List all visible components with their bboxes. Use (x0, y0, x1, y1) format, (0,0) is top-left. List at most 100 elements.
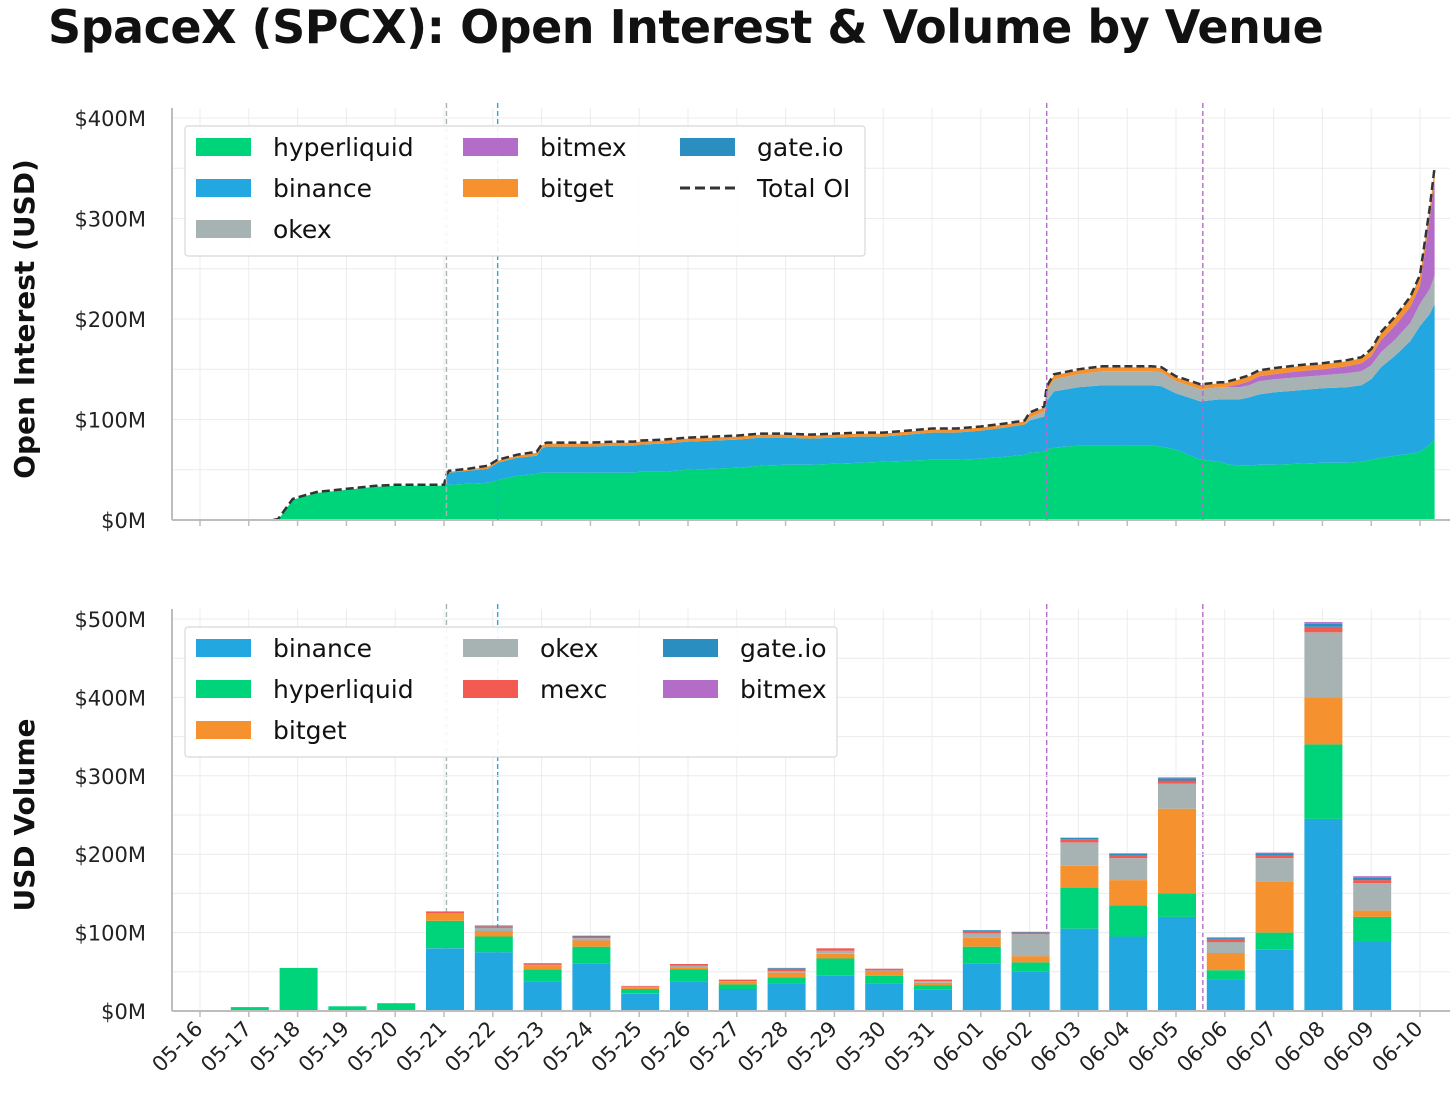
legend-swatch-binance (196, 639, 251, 657)
bar-hyperliquid-06-06 (1206, 970, 1245, 980)
bar-hyperliquid-05-23 (523, 969, 562, 982)
bar-bitget-05-21 (426, 913, 464, 921)
bar-bitget-05-26 (670, 967, 708, 970)
bar-hyperliquid-05-26 (670, 969, 708, 982)
bar-mexc-05-24 (572, 936, 611, 939)
bar-okex-05-24 (572, 938, 611, 941)
legend-swatch-gateio (680, 138, 735, 156)
bar-okex-05-26 (670, 965, 708, 968)
legend-swatch-hyperliquid (196, 680, 251, 698)
bar-bitget-05-31 (914, 982, 952, 986)
x-tick-label: 06-02 (977, 1017, 1037, 1077)
bar-mexc-05-29 (816, 948, 855, 951)
x-tick-label: 05-27 (684, 1017, 744, 1077)
bar-bitget-05-28 (767, 972, 806, 978)
bar-okex-05-28 (767, 971, 806, 973)
bar-okex-06-01 (962, 933, 1001, 938)
bar-hyperliquid-06-03 (1060, 887, 1099, 929)
bar-bitget-05-30 (865, 971, 904, 976)
bar-binance-05-21 (426, 948, 464, 1011)
bar-okex-05-23 (523, 964, 562, 966)
oi-panel: $0M $100M $200M $300M $400M Open Interest (US… (8, 107, 1450, 533)
legend-swatch-mexc (463, 680, 518, 698)
bar-hyperliquid-05-17 (230, 1007, 269, 1011)
x-tick-label: 05-20 (343, 1017, 403, 1077)
y-tick-label: $200M (74, 308, 146, 332)
bar-bitget-05-22 (474, 931, 513, 937)
chart-title: SpaceX (SPCX): Open Interest & Volume by… (48, 0, 1324, 54)
bar-mexc-05-25 (621, 985, 660, 987)
bar-hyperliquid-05-28 (767, 977, 806, 984)
x-tick-label: 05-26 (635, 1017, 695, 1077)
bar-bitget-06-09 (1353, 910, 1392, 917)
bar-gateio-05-28 (767, 967, 806, 969)
bar-bitget-06-04 (1109, 880, 1148, 906)
y-tick-label: $100M (74, 409, 146, 433)
bar-bitmex-06-08 (1304, 622, 1343, 624)
bar-hyperliquid-06-01 (962, 946, 1001, 964)
bar-gateio-06-09 (1353, 877, 1392, 881)
legend-label: hyperliquid (273, 675, 414, 704)
bar-hyperliquid-05-22 (474, 936, 513, 953)
bar-okex-06-03 (1060, 842, 1099, 866)
x-tick-label: 05-19 (294, 1017, 354, 1077)
x-tick-label: 06-10 (1367, 1017, 1427, 1077)
y-tick-label: $400M (74, 686, 146, 710)
bar-mexc-05-23 (523, 963, 562, 965)
legend-swatch-bitget (463, 179, 518, 197)
bar-hyperliquid-06-02 (1011, 962, 1050, 972)
bar-mexc-05-22 (474, 926, 513, 928)
bar-hyperliquid-05-27 (718, 984, 757, 989)
bar-binance-06-06 (1206, 979, 1245, 1011)
bar-bitmex-06-07 (1255, 852, 1294, 854)
bar-bitget-05-24 (572, 940, 611, 947)
bar-binance-05-26 (670, 981, 708, 1011)
bar-okex-05-22 (474, 927, 513, 931)
x-tick-label: 05-17 (196, 1017, 256, 1077)
legend-swatch-gateio (663, 639, 718, 657)
bar-mexc-05-27 (718, 979, 757, 982)
y-tick-label: $200M (74, 843, 146, 867)
x-tick-label: 06-09 (1319, 1017, 1379, 1077)
x-tick-label: 06-03 (1026, 1017, 1086, 1077)
bar-hyperliquid-05-31 (914, 985, 952, 990)
legend-label: Total OI (756, 174, 850, 203)
bar-gateio-06-06 (1206, 938, 1245, 940)
bar-okex-06-09 (1353, 883, 1392, 911)
bar-gateio-06-07 (1255, 853, 1294, 855)
bar-okex-06-07 (1255, 858, 1294, 882)
bar-hyperliquid-05-29 (816, 958, 855, 976)
legend-swatch-binance (196, 179, 251, 197)
total-oi-line (272, 167, 1436, 522)
bar-okex-06-08 (1304, 632, 1343, 698)
bar-gateio-06-05 (1158, 778, 1196, 781)
bar-binance-05-24 (572, 964, 611, 1011)
area-okex (278, 275, 1435, 520)
bar-binance-05-22 (474, 952, 513, 1011)
y-axis-label: USD Volume (8, 719, 41, 912)
legend-box (184, 125, 866, 257)
bar-hyperliquid-06-09 (1353, 916, 1392, 942)
bar-gateio-06-02 (1011, 931, 1050, 933)
bar-binance-06-08 (1304, 818, 1343, 1011)
area-binance (278, 303, 1435, 520)
x-tick-label: 06-08 (1270, 1017, 1330, 1077)
bar-gateio-05-22 (474, 925, 513, 927)
area-hyperliquid (278, 439, 1435, 520)
bar-hyperliquid-05-24 (572, 946, 611, 964)
bar-okex-05-30 (865, 970, 904, 971)
bar-hyperliquid-05-25 (621, 989, 660, 994)
bar-binance-06-09 (1353, 942, 1392, 1011)
bar-mexc-05-21 (426, 911, 464, 913)
legend-label: okex (540, 634, 599, 663)
bar-bitmex-06-09 (1353, 876, 1392, 878)
bar-okex-05-31 (914, 981, 952, 983)
x-tick-label: 06-05 (1123, 1017, 1183, 1077)
bar-gateio-06-08 (1304, 623, 1343, 627)
legend-label: bitmex (740, 675, 827, 704)
legend-label: binance (273, 174, 372, 203)
bar-okex-06-05 (1158, 783, 1196, 809)
bar-hyperliquid-05-20 (377, 1003, 416, 1011)
bar-gateio-06-04 (1109, 853, 1148, 855)
bar-bitmex-06-05 (1158, 777, 1196, 779)
